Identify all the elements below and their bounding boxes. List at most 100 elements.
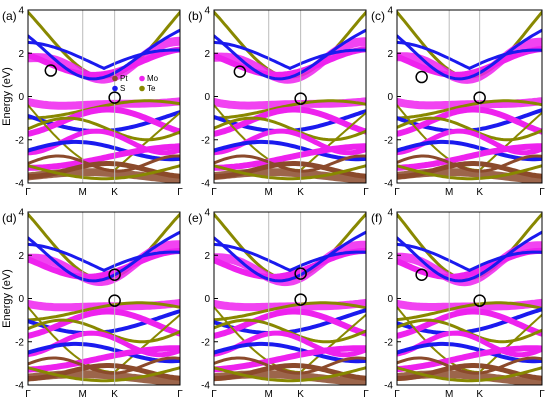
y-tick-label: 2 [387,251,393,262]
band-te-9 [28,318,180,344]
legend-label-mo: Mo [147,74,159,83]
band-te-17 [214,164,366,181]
plot-area [397,212,542,385]
panel-label: (a) [2,9,17,23]
band-s-3 [214,230,366,283]
band-s-12 [28,139,180,162]
band-mo-13 [397,345,542,373]
x-tick-label: Γ [539,187,545,198]
y-tick-label: 0 [387,92,393,103]
band-mo-8 [214,308,366,339]
legend-label-te: Te [147,84,156,93]
band-edge-circle-0 [233,65,247,78]
y-tick-label: -2 [201,135,210,146]
band-mo-2 [397,46,542,78]
x-tick-label: Γ [211,389,217,400]
y-tick-label: 2 [18,251,24,262]
band-s-4 [28,40,180,71]
band-s-3 [397,28,542,81]
plot-area [28,10,180,183]
y-tick-label: -2 [15,135,24,146]
x-tick-label: M [265,389,273,400]
legend-marker-te [139,85,145,92]
y-tick-label: -2 [201,337,210,348]
legend-label-s: S [120,84,125,93]
y-tick-label: 4 [387,6,393,17]
band-te-10 [214,306,366,374]
band-s-4 [214,40,366,71]
x-tick-label: Γ [394,389,400,400]
x-tick-label: K [111,187,118,198]
band-te-17 [397,366,542,383]
band-mo-8 [28,308,180,339]
y-tick-label: 4 [204,208,210,219]
band-mo-8 [397,106,542,137]
band-te-6 [214,301,366,322]
y-tick-label: -4 [201,179,210,190]
y-tick-label: -2 [15,337,24,348]
y-tick-label: -4 [384,179,393,190]
band-te-9 [214,116,366,142]
band-te-17 [28,164,180,181]
y-axis-title: Energy (eV) [1,67,13,126]
band-panel-a: -4 -2 0 2 4 Γ M K Γ (a) Energy (eV) Pt Mo S Te [1,6,183,199]
band-edge-circle-0 [415,268,428,281]
legend-marker-pt [112,75,118,82]
band-pt-16 [28,168,180,183]
x-tick-label: Γ [177,389,183,400]
y-tick-label: 2 [204,49,210,60]
band-mo-8 [214,106,366,137]
legend-marker-mo [139,75,145,82]
band-te-6 [28,301,180,322]
legend: Pt Mo S Te [112,74,159,93]
y-tick-label: -4 [15,381,24,392]
y-tick-label: 0 [18,92,24,103]
y-tick-label: -4 [384,381,393,392]
band-mo-2 [28,248,180,280]
band-panel-b: -4 -2 0 2 4 Γ M K Γ (b) [188,6,369,199]
band-panel-d: -4 -2 0 2 4 Γ M K Γ (d) Energy (eV) [1,208,183,401]
band-te-9 [397,116,542,142]
y-tick-label: 0 [204,92,210,103]
band-edge-circle-0 [44,64,58,77]
y-tick-label: 4 [18,208,24,219]
x-tick-label: Γ [363,187,369,198]
panel-label: (f) [371,211,382,225]
band-edge-circle-1 [294,92,307,105]
band-mo-8 [28,106,180,137]
plot-area [214,10,366,183]
x-tick-label: K [297,187,304,198]
band-s-12 [214,139,366,162]
band-panel-f: -4 -2 0 2 4 Γ M K Γ (f) [371,208,545,401]
band-te-17 [397,164,542,181]
band-te-10 [397,306,542,374]
band-edge-circle-0 [108,268,121,281]
y-tick-label: -2 [384,337,393,348]
x-tick-label: K [476,187,483,198]
band-mo-8 [397,308,542,339]
plot-area [28,212,180,385]
band-s-12 [397,139,542,162]
x-tick-label: M [445,389,453,400]
y-axis-title: Energy (eV) [1,269,13,328]
x-tick-label: M [265,187,273,198]
band-s-3 [28,230,180,283]
band-s-4 [397,242,542,273]
x-tick-label: M [445,187,453,198]
legend-label-pt: Pt [120,74,128,83]
band-mo-13 [28,143,180,171]
band-edge-circle-1 [473,91,486,104]
panel-label: (d) [2,211,17,225]
band-s-4 [214,242,366,273]
band-s-4 [397,40,542,71]
y-tick-label: -2 [384,135,393,146]
band-mo-2 [28,46,180,78]
band-edge-circle-1 [108,91,121,104]
x-tick-label: Γ [177,187,183,198]
band-mo-13 [397,143,542,171]
x-tick-label: Γ [363,389,369,400]
y-tick-label: 4 [18,6,24,17]
band-te-17 [28,366,180,383]
y-tick-label: 4 [387,208,393,219]
